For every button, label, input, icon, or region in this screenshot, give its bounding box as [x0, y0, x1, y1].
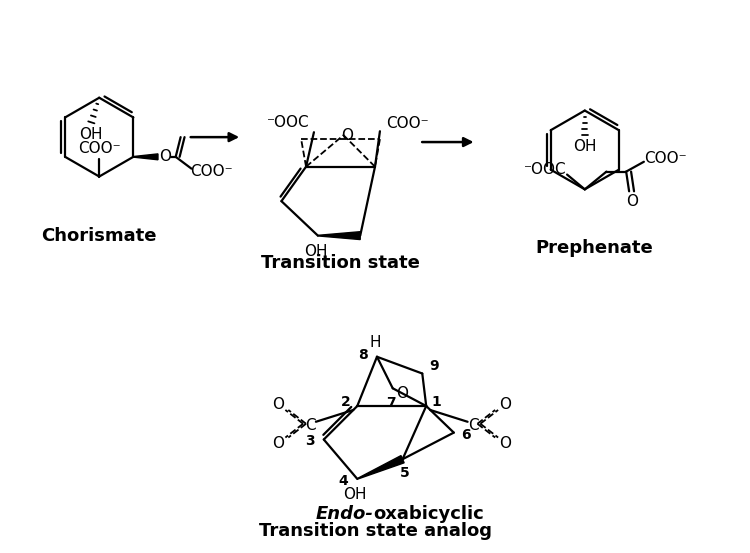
Text: oxabicyclic: oxabicyclic: [373, 505, 484, 523]
Text: ⁻OOC: ⁻OOC: [267, 115, 310, 130]
Text: O: O: [626, 194, 638, 208]
Text: C: C: [468, 418, 478, 433]
Text: 1: 1: [431, 395, 441, 409]
Text: 9: 9: [429, 359, 439, 373]
Text: C: C: [304, 418, 315, 433]
Text: 5: 5: [400, 466, 410, 480]
Text: Endo-: Endo-: [315, 505, 373, 523]
Text: Transition state: Transition state: [261, 254, 420, 272]
Text: Prephenate: Prephenate: [536, 239, 653, 258]
Text: COO⁻: COO⁻: [78, 142, 121, 156]
Text: OH: OH: [344, 487, 367, 502]
Text: O: O: [341, 128, 353, 143]
Text: 6: 6: [460, 427, 470, 442]
Text: O: O: [272, 436, 284, 451]
Text: ⁻OOC: ⁻OOC: [524, 162, 567, 177]
Text: OH: OH: [80, 127, 103, 142]
Text: 3: 3: [305, 435, 315, 448]
Text: O: O: [159, 149, 171, 164]
Text: O: O: [397, 385, 409, 401]
Text: O: O: [499, 436, 511, 451]
Text: O: O: [272, 397, 284, 411]
Text: COO⁻: COO⁻: [644, 152, 687, 166]
Text: Transition state analog: Transition state analog: [259, 522, 491, 540]
Text: COO⁻: COO⁻: [190, 164, 232, 179]
Text: 4: 4: [338, 474, 348, 488]
Polygon shape: [134, 154, 158, 160]
Text: OH: OH: [573, 139, 596, 154]
Text: Chorismate: Chorismate: [41, 227, 157, 244]
Text: 7: 7: [386, 396, 395, 410]
Text: OH: OH: [304, 244, 328, 259]
Text: 8: 8: [358, 348, 368, 362]
Text: H: H: [369, 336, 381, 351]
Text: O: O: [499, 397, 511, 411]
Text: COO⁻: COO⁻: [386, 116, 429, 131]
Text: 2: 2: [340, 395, 350, 409]
Polygon shape: [357, 456, 404, 479]
Polygon shape: [318, 232, 360, 239]
